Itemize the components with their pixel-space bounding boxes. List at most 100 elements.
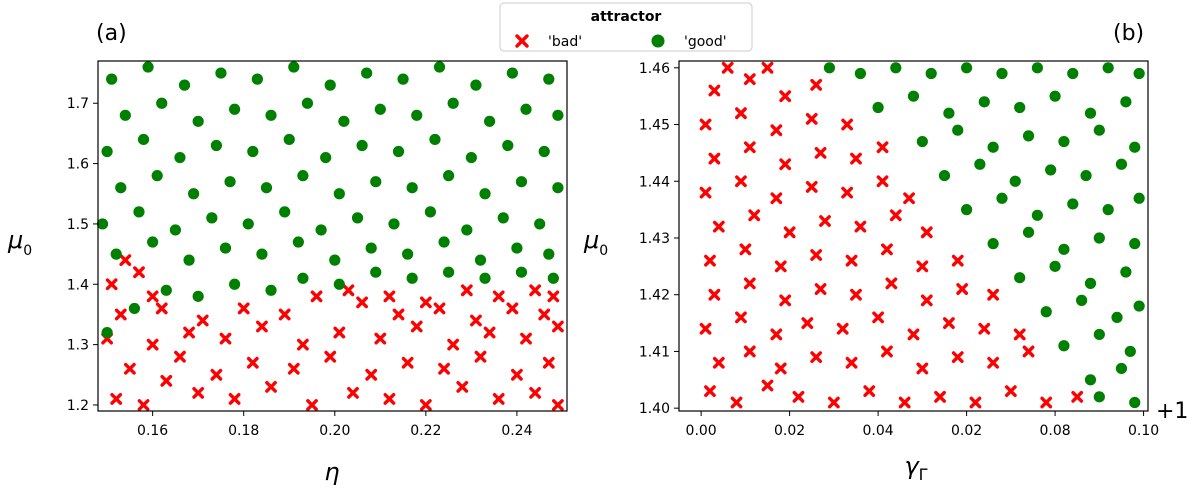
panel-a-good-point xyxy=(543,248,555,260)
panel-b-y-axis-label: μ0 xyxy=(583,226,608,259)
panel-b-bad-point xyxy=(942,317,955,329)
panel-a-bad-point xyxy=(237,302,250,315)
panel-b-y-tick-label: 1.46 xyxy=(639,61,670,77)
panel-a-bad-point xyxy=(183,326,195,339)
panel-b-bad-point xyxy=(903,192,915,205)
panel-b-good-point xyxy=(1111,311,1123,324)
panel-b-bad-point xyxy=(810,78,823,91)
panel-a-bad-point xyxy=(342,284,355,297)
panel-b-bad-point xyxy=(810,249,823,261)
panel-a-good-point xyxy=(178,79,191,91)
panel-a-bad-point xyxy=(520,332,532,345)
panel-a-bad-point xyxy=(174,350,186,363)
panel-a-bad-point xyxy=(474,350,487,363)
panel-a-good-point xyxy=(443,170,455,182)
panel-a-x-tick-label: 0.20 xyxy=(319,423,350,439)
panel-b-good-point xyxy=(1058,243,1070,255)
panel-b-bad-point xyxy=(845,254,858,267)
panel-b-good-point xyxy=(1129,141,1141,153)
panel-a-bad-point xyxy=(105,278,118,291)
panel-b-good-point xyxy=(943,107,955,119)
panel-b-bad-point xyxy=(810,351,823,364)
panel-a-bad-point xyxy=(265,380,277,393)
panel-a-y-tick-label: 1.2 xyxy=(67,398,89,414)
panel-b-bad-point xyxy=(934,390,946,403)
panel-a-good-point xyxy=(429,133,441,146)
panel-a-y-axis-label: μ0 xyxy=(7,226,32,259)
panel-a-good-point xyxy=(534,218,546,230)
panel-b-good-point xyxy=(1067,67,1079,80)
panel-b-good-point xyxy=(1120,96,1132,108)
panel-b-bad-point xyxy=(743,277,756,290)
panel-a-good-point xyxy=(265,284,277,296)
panel-b-bad-point xyxy=(814,283,827,295)
legend-bad-marker-icon xyxy=(515,34,529,48)
panel-a-y-tick-label: 1.3 xyxy=(67,338,89,354)
panel-a-bad-point xyxy=(447,338,460,351)
panel-b-bad-point xyxy=(748,209,761,222)
panel-a-y-tick-label: 1.4 xyxy=(67,277,89,293)
panel-a-good-point xyxy=(242,218,254,230)
panel-b-good-point xyxy=(1129,396,1141,409)
panel-b-bad-point xyxy=(712,220,725,233)
panel-b-x-tick-label: 0.02 xyxy=(774,423,805,439)
panel-b-bad-point xyxy=(735,107,747,120)
panel-a-good-point xyxy=(119,109,131,121)
panel-b-bad-point xyxy=(881,243,893,256)
panel-b-good-point xyxy=(1014,101,1026,114)
panel-a-good-point xyxy=(265,109,277,121)
panel-a-good-point xyxy=(520,103,532,115)
panel-a-good-point xyxy=(101,145,113,158)
panel-b-bad-point xyxy=(907,328,920,341)
panel-b-good-point xyxy=(890,62,902,74)
panel-a-bad-point xyxy=(333,326,346,339)
panel-a-good-point xyxy=(438,236,450,248)
panel-a: (a) 0.16 0.18 0.20 0.22 0.24 1.2 1.3 1.4 1.5 1.6… xyxy=(7,21,568,486)
panel-a-good-point xyxy=(324,79,336,91)
panel-a-bad-point xyxy=(155,302,168,315)
panel-a-good-point xyxy=(224,176,236,188)
legend-entry-good-label: 'good' xyxy=(684,34,727,50)
panel-b-good-point xyxy=(1022,226,1035,238)
panel-a-good-point xyxy=(188,188,200,200)
panel-b-good-point xyxy=(1133,192,1145,204)
panel-b-good-point xyxy=(1102,204,1114,216)
panel-a-bad-point xyxy=(133,266,145,279)
panel-a-bad-point xyxy=(114,308,127,321)
legend-good-marker-glyph xyxy=(651,34,665,48)
panel-b-bad-point xyxy=(881,345,893,358)
panel-a-good-point xyxy=(406,272,418,284)
panel-a-good-point xyxy=(256,248,268,260)
panel-a-good-point xyxy=(552,109,564,121)
panel-b-bad-point xyxy=(876,175,889,188)
panel-b-bad-point xyxy=(1071,390,1084,403)
panel-b-bad-point xyxy=(730,396,743,409)
panel-a-good-point xyxy=(156,97,168,109)
panel-a-good-point xyxy=(283,133,295,146)
panel-a-good-point xyxy=(461,224,473,236)
panel-a-good-point xyxy=(552,182,564,194)
panel-b-good-point xyxy=(916,135,928,148)
panel-b-y-tick-label: 1.40 xyxy=(639,401,670,417)
panel-a-bad-point xyxy=(492,290,505,303)
panel-b-points xyxy=(699,61,1145,409)
panel-a-bad-point xyxy=(401,356,414,369)
panel-b-good-point xyxy=(1129,238,1141,250)
panel-a-bad-point xyxy=(511,368,523,381)
panel-a-bad-point xyxy=(492,393,505,405)
panel-b-bad-point xyxy=(708,84,721,97)
panel-b-good-point xyxy=(1022,130,1035,142)
panel-b-good-point xyxy=(1058,340,1070,352)
panel-a-bad-point xyxy=(347,386,359,399)
panel-a-good-point xyxy=(433,61,446,73)
panel-b-good-point xyxy=(938,169,951,182)
panel-a-x-ticks: 0.16 0.18 0.20 0.22 0.24 xyxy=(137,411,533,439)
panel-b-good-point xyxy=(1080,169,1092,182)
panel-b-y-ticks: 1.40 1.41 1.42 1.43 1.44 1.45 1.46 xyxy=(639,61,679,417)
panel-a-good-point xyxy=(320,151,332,164)
panel-a-good-point xyxy=(447,97,459,109)
panel-a-bad-point xyxy=(310,290,323,303)
panel-b-x-axis-label: γΓ xyxy=(904,452,927,484)
panel-a-good-point xyxy=(370,266,382,278)
panel-a-points xyxy=(96,61,564,411)
